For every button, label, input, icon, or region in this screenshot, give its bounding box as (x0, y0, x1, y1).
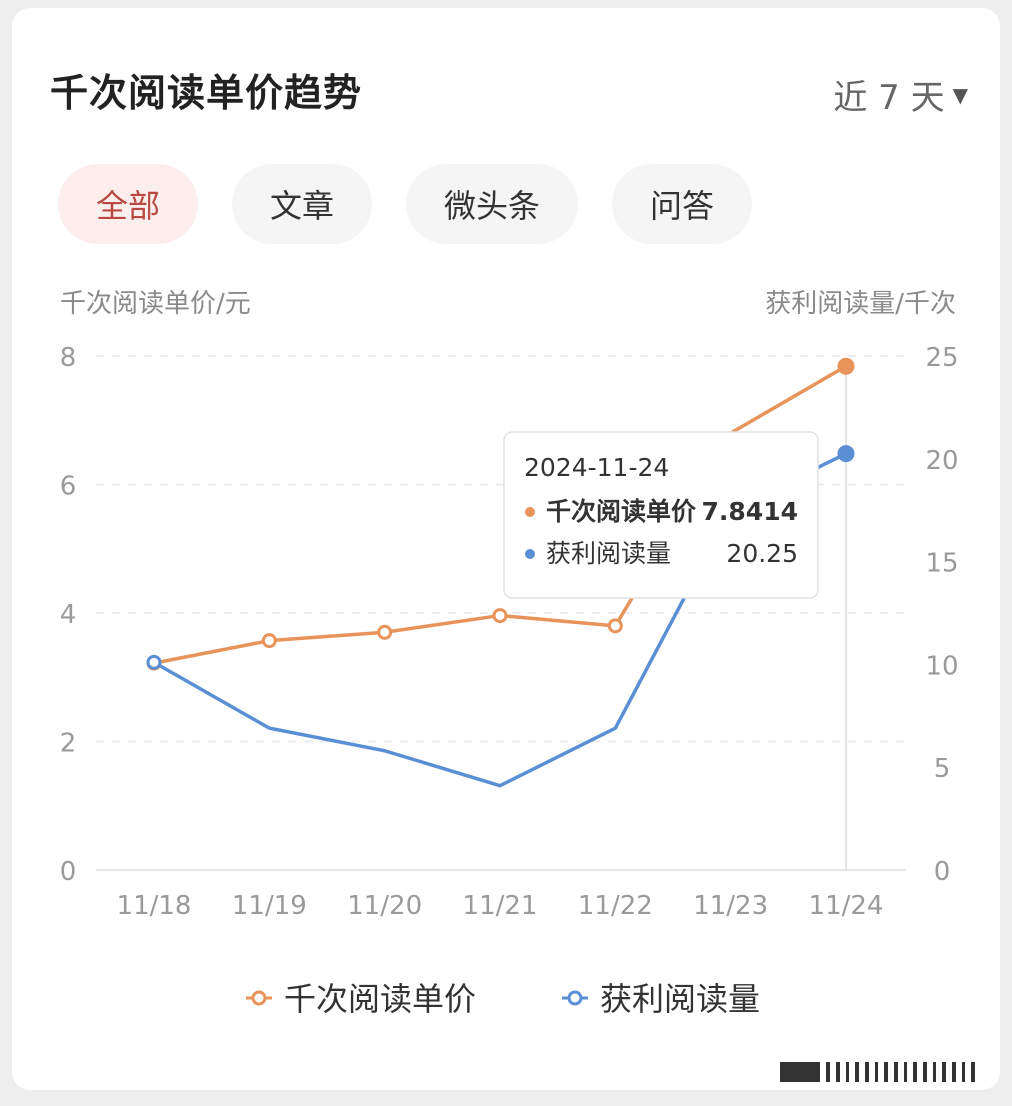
x-tick-label: 11/22 (578, 891, 653, 921)
y-right-tick-label: 5 (934, 754, 951, 784)
tab-article[interactable]: 文章 (232, 164, 372, 244)
axes: 千次阅读单价/元 获利阅读量/千次 0 2 4 6 8 0 5 10 15 20 25 11/18 11/1… (60, 289, 959, 921)
data-point (492, 608, 508, 624)
tab-label: 问答 (649, 187, 714, 225)
data-point (837, 357, 855, 375)
legend-label: 千次阅读单价 (284, 980, 476, 1018)
y-left-tick-label: 6 (60, 472, 77, 502)
indicator-bar (933, 1062, 936, 1082)
scroll-indicator (780, 1058, 990, 1086)
caret-down-icon: ▼ (952, 82, 968, 107)
indicator-bar (826, 1062, 830, 1082)
indicator-bar (780, 1062, 820, 1082)
indicator-bar (884, 1062, 888, 1082)
tooltip-date: 2024-11-24 (524, 453, 669, 482)
y-right-tick-label: 15 (925, 549, 958, 579)
data-point (377, 624, 393, 640)
tooltip-series-name: 获利阅读量 (546, 539, 671, 568)
indicator-bar (836, 1062, 840, 1082)
data-point (146, 654, 162, 670)
y-left-tick-label: 8 (60, 343, 77, 373)
indicator-bar (952, 1062, 956, 1082)
tab-all[interactable]: 全部 (58, 164, 198, 244)
chart-tooltip: 2024-11-24 千次阅读单价 7.8414 获利阅读量 20.25 (503, 431, 819, 599)
indicator-bar (971, 1062, 975, 1082)
y-right-tick-label: 25 (925, 343, 958, 373)
tab-label: 文章 (269, 187, 334, 225)
tooltip-marker (525, 507, 535, 517)
tooltip-value: 7.8414 (702, 497, 798, 526)
y-left-tick-label: 2 (60, 729, 77, 759)
indicator-bar (942, 1062, 946, 1082)
data-point (837, 445, 855, 463)
x-tick-label: 11/19 (232, 891, 307, 921)
data-point (607, 618, 623, 634)
page-title: 千次阅读单价趋势 (50, 71, 363, 115)
legend-marker (251, 990, 267, 1006)
y-left-tick-label: 0 (60, 857, 77, 887)
indicator-bar (913, 1062, 917, 1082)
tooltip-box (503, 431, 819, 599)
x-tick-label: 11/24 (809, 891, 884, 921)
chart-legend: 千次阅读单价 获利阅读量 (246, 980, 760, 1018)
y-right-tick-label: 20 (925, 446, 958, 476)
indicator-bar (904, 1062, 907, 1082)
x-tick-label: 11/23 (693, 891, 768, 921)
indicator-bar (894, 1062, 898, 1082)
tab-micro-post[interactable]: 微头条 (406, 164, 578, 244)
date-range-label: 近 7 天 (833, 78, 945, 118)
y-left-axis-title: 千次阅读单价/元 (60, 289, 251, 319)
legend-marker (567, 990, 583, 1006)
indicator-bar (962, 1062, 965, 1082)
tab-label: 全部 (95, 187, 160, 225)
tooltip-series-name: 千次阅读单价 (546, 497, 697, 526)
tooltip-marker (525, 549, 535, 559)
indicator-bar (923, 1062, 927, 1082)
tab-qa[interactable]: 问答 (612, 164, 752, 244)
date-range-dropdown[interactable]: 近 7 天 ▼ (833, 70, 968, 119)
y-left-tick-label: 4 (60, 600, 77, 630)
tooltip-value: 20.25 (726, 539, 798, 568)
x-tick-label: 11/20 (347, 891, 422, 921)
y-right-tick-label: 0 (934, 857, 951, 887)
indicator-bar (865, 1062, 869, 1082)
legend-label: 获利阅读量 (600, 980, 760, 1018)
tab-label: 微头条 (443, 187, 540, 225)
y-right-axis-title: 获利阅读量/千次 (765, 289, 956, 319)
x-tick-label: 11/18 (117, 891, 192, 921)
x-tick-label: 11/21 (463, 891, 538, 921)
y-right-tick-label: 10 (925, 651, 958, 681)
data-point (261, 633, 277, 649)
indicator-bar (875, 1062, 878, 1082)
indicator-bar (846, 1062, 849, 1082)
indicator-bar (855, 1062, 859, 1082)
